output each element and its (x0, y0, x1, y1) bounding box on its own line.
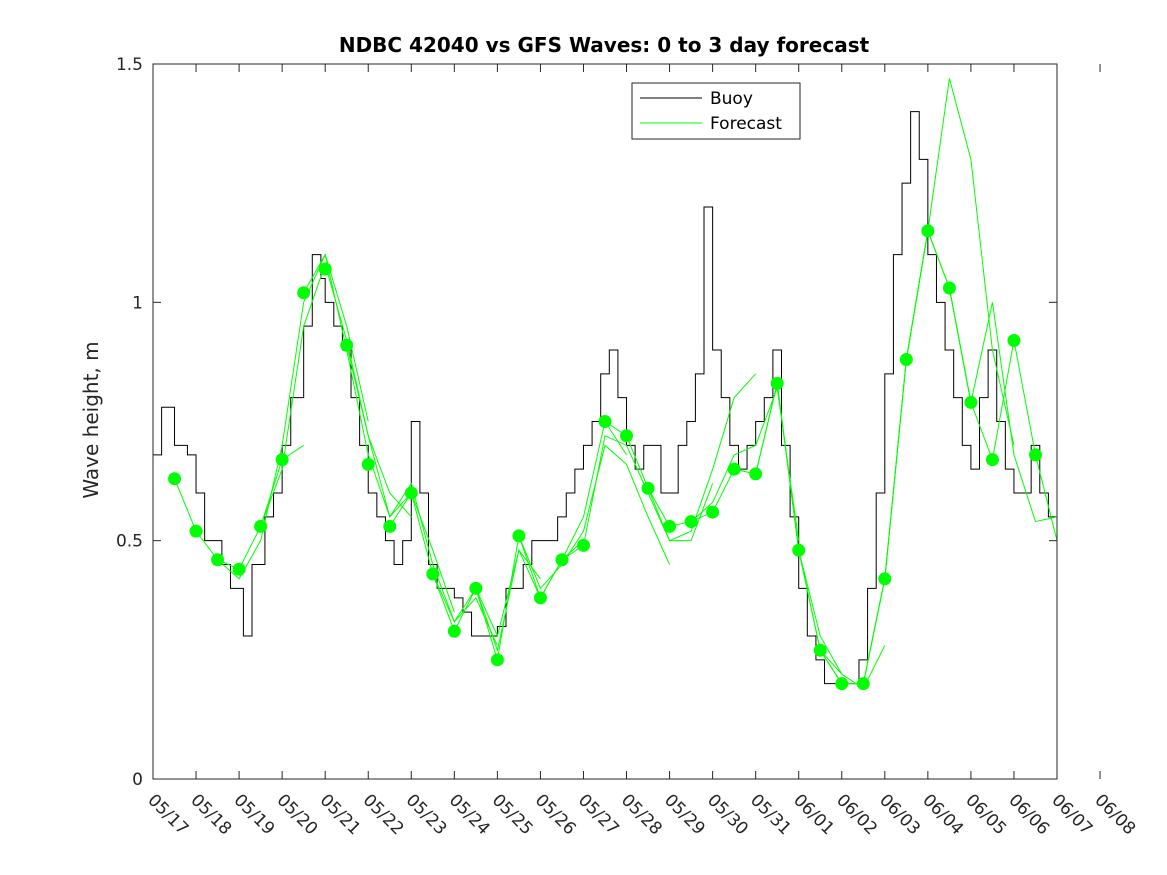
forecast-run-line (346, 345, 498, 646)
forecast-marker (340, 338, 354, 352)
buoy-series (153, 111, 1058, 685)
forecast-marker (275, 453, 289, 467)
forecast-marker (232, 562, 246, 576)
forecast-marker (447, 624, 461, 638)
y-tick-label: 0 (132, 770, 143, 790)
y-tick-label: 1.5 (116, 55, 143, 75)
forecast-marker (576, 538, 590, 552)
buoy-line (153, 111, 1058, 685)
forecast-marker (706, 505, 720, 519)
forecast-marker (469, 581, 483, 595)
forecast-run-line (475, 420, 627, 638)
forecast-run-line (948, 287, 1058, 541)
forecast-marker (1028, 448, 1042, 462)
forecast-marker (921, 224, 935, 238)
forecast-marker (684, 515, 698, 529)
y-axis-label: Wave height, m (79, 341, 103, 498)
forecast-marker (404, 486, 418, 500)
forecast-marker (727, 462, 741, 476)
forecast-marker (749, 467, 763, 481)
legend-forecast-label: Forecast (710, 114, 782, 134)
y-axis: 0 0.5 1 1.5 (116, 55, 1057, 790)
legend-buoy-label: Buoy (710, 89, 753, 109)
forecast-marker (792, 543, 806, 557)
y-tick-label: 1 (132, 293, 143, 313)
legend-box (631, 82, 801, 140)
forecast-marker (254, 519, 268, 533)
forecast-marker (964, 395, 978, 409)
chart-title: NDBC 42040 vs GFS Waves: 0 to 3 day fore… (339, 33, 870, 57)
forecast-marker (555, 553, 569, 567)
forecast-markers (168, 224, 1042, 691)
forecast-marker (211, 553, 225, 567)
forecast-marker (813, 643, 827, 657)
axes-box (152, 63, 1058, 780)
forecast-marker (361, 457, 375, 471)
forecast-marker (663, 519, 677, 533)
forecast-marker (856, 677, 870, 691)
forecast-marker (598, 415, 612, 428)
forecast-marker (512, 529, 526, 543)
forecast-marker (899, 353, 913, 367)
forecast-marker (641, 481, 655, 495)
forecast-marker (1007, 333, 1021, 347)
forecast-marker (168, 472, 182, 486)
forecast-run-line (389, 491, 541, 653)
forecast-marker (770, 376, 784, 390)
forecast-marker (942, 281, 956, 295)
legend: Buoy Forecast (631, 82, 801, 140)
forecast-marker (318, 262, 332, 276)
forecast-marker (835, 677, 849, 691)
forecast-marker (620, 429, 634, 443)
forecast-marker (297, 286, 311, 300)
forecast-run-line (561, 435, 714, 561)
forecast-marker (383, 519, 397, 533)
forecast-run-line (604, 373, 757, 542)
y-tick-label: 0.5 (116, 532, 143, 552)
forecast-run-line (905, 228, 1058, 523)
forecast-marker (985, 453, 999, 467)
forecast-marker (426, 567, 440, 581)
forecast-marker (878, 572, 892, 586)
forecast-marker (490, 653, 504, 667)
forecast-marker (189, 524, 203, 538)
forecast-marker (533, 591, 547, 605)
